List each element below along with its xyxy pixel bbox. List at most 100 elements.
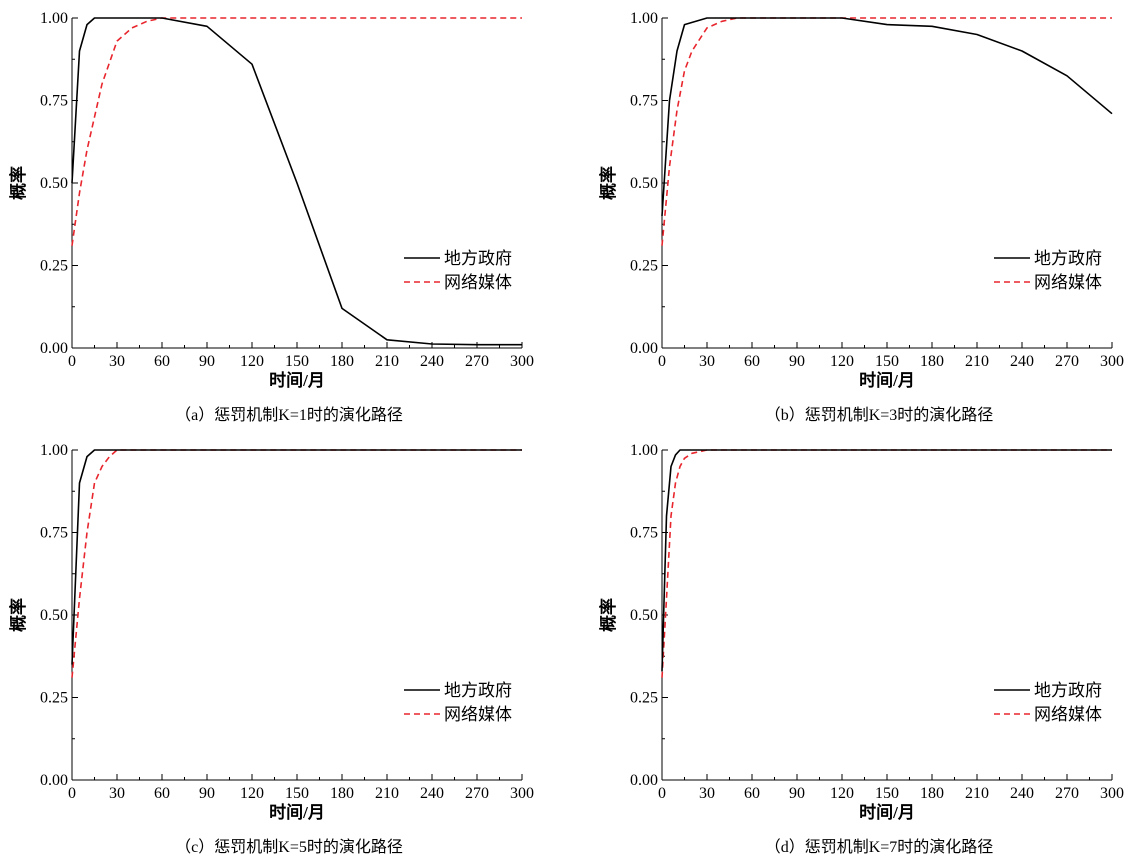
legend-label-media: 网络媒体	[444, 705, 512, 724]
x-tick-label: 210	[375, 353, 399, 370]
x-tick-label: 150	[285, 353, 309, 370]
legend-label-government: 地方政府	[1034, 681, 1102, 700]
x-axis-title: 时间/月	[859, 802, 915, 822]
x-tick-label: 60	[154, 785, 170, 802]
y-tick-label: 0.75	[630, 93, 658, 110]
x-tick-label: 120	[240, 785, 264, 802]
y-tick-label: 0.25	[630, 258, 658, 275]
y-tick-label: 0.50	[40, 607, 68, 624]
x-tick-label: 150	[875, 785, 899, 802]
x-tick-label: 240	[1010, 785, 1034, 802]
y-tick-label: 0.00	[630, 772, 658, 789]
y-axis-title: 概率	[598, 598, 618, 632]
line-chart: 0 30 60 90 120 150 180 210 240 270 300 0.00 0.25 0.50…	[8, 10, 534, 424]
line-chart: 0 30 60 90 120 150 180 210 240 270 300 0.00 0.25 0.50…	[598, 10, 1124, 424]
chart-caption: （d）惩罚机制K=7时的演化路径	[765, 838, 994, 856]
x-tick-label: 90	[789, 785, 805, 802]
x-tick-label: 0	[68, 785, 76, 802]
y-tick-label: 0.50	[630, 175, 658, 192]
series-line-government	[661, 17, 1113, 217]
x-tick-label: 120	[830, 785, 854, 802]
x-tick-label: 270	[465, 785, 489, 802]
legend-label-government: 地方政府	[444, 681, 512, 700]
x-tick-label: 30	[109, 353, 125, 370]
y-axis-title: 概率	[8, 598, 28, 632]
chart-panel-c: 0 30 60 90 120 150 180 210 240 270 300 0.00 0.25 0.50…	[0, 432, 570, 864]
x-tick-label: 150	[875, 353, 899, 370]
chart-caption: （c）惩罚机制K=5时的演化路径	[175, 838, 403, 856]
legend-label-government: 地方政府	[1034, 249, 1102, 268]
legend-label-media: 网络媒体	[444, 273, 512, 292]
x-axis-title: 时间/月	[269, 370, 325, 390]
x-tick-label: 0	[658, 785, 666, 802]
x-tick-label: 90	[789, 353, 805, 370]
x-tick-label: 120	[240, 353, 264, 370]
x-tick-label: 90	[199, 785, 215, 802]
x-tick-label: 240	[420, 353, 444, 370]
line-chart: 0 30 60 90 120 150 180 210 240 270 300 0.00 0.25 0.50…	[8, 442, 534, 856]
x-tick-label: 240	[420, 785, 444, 802]
y-tick-label: 0.50	[40, 175, 68, 192]
chart-caption: （b）惩罚机制K=3时的演化路径	[765, 406, 994, 424]
series-line-media	[71, 449, 522, 678]
legend-label-media: 网络媒体	[1034, 705, 1102, 724]
x-tick-label: 60	[154, 353, 170, 370]
chart-panel-a: 0 30 60 90 120 150 180 210 240 270 300 0.00 0.25 0.50…	[0, 0, 570, 432]
y-axis-title: 概率	[598, 166, 618, 200]
series-line-government	[71, 449, 522, 665]
y-tick-label: 0.25	[630, 690, 658, 707]
x-tick-label: 300	[510, 353, 534, 370]
y-tick-label: 1.00	[630, 442, 658, 459]
x-tick-label: 180	[330, 785, 354, 802]
x-axis-title: 时间/月	[859, 370, 915, 390]
x-tick-label: 30	[109, 785, 125, 802]
chart-panel-d: 0 30 60 90 120 150 180 210 240 270 300 0.00 0.25 0.50…	[590, 432, 1140, 864]
chart-caption: （a）惩罚机制K=1时的演化路径	[175, 406, 403, 424]
x-axis-title: 时间/月	[269, 802, 325, 822]
y-tick-label: 0.75	[630, 525, 658, 542]
series-line-media	[71, 17, 522, 246]
x-tick-label: 120	[830, 353, 854, 370]
series-line-media	[661, 449, 1112, 678]
x-tick-label: 180	[920, 785, 944, 802]
legend-label-media: 网络媒体	[1034, 273, 1102, 292]
x-tick-label: 270	[1055, 785, 1079, 802]
y-tick-label: 1.00	[40, 442, 68, 459]
x-tick-label: 270	[465, 353, 489, 370]
y-tick-label: 0.25	[40, 258, 68, 275]
y-tick-label: 1.00	[40, 10, 68, 27]
x-tick-label: 240	[1010, 353, 1034, 370]
series-line-government	[71, 17, 522, 346]
x-tick-label: 300	[1100, 785, 1124, 802]
y-tick-label: 0.50	[630, 607, 658, 624]
x-tick-label: 0	[68, 353, 76, 370]
x-tick-label: 30	[699, 353, 715, 370]
chart-panel-b: 0 30 60 90 120 150 180 210 240 270 300 0.00 0.25 0.50…	[590, 0, 1140, 432]
x-tick-label: 210	[375, 785, 399, 802]
x-tick-label: 300	[510, 785, 534, 802]
x-tick-label: 180	[920, 353, 944, 370]
y-tick-label: 0.75	[40, 525, 68, 542]
x-tick-label: 60	[744, 353, 760, 370]
x-tick-label: 30	[699, 785, 715, 802]
line-chart: 0 30 60 90 120 150 180 210 240 270 300 0.00 0.25 0.50…	[598, 442, 1124, 856]
x-tick-label: 300	[1100, 353, 1124, 370]
x-tick-label: 0	[658, 353, 666, 370]
x-tick-label: 210	[965, 785, 989, 802]
x-tick-label: 270	[1055, 353, 1079, 370]
y-tick-label: 0.00	[40, 340, 68, 357]
series-line-media	[661, 17, 1112, 246]
x-tick-label: 60	[744, 785, 760, 802]
y-tick-label: 0.75	[40, 93, 68, 110]
y-tick-label: 0.00	[630, 340, 658, 357]
x-tick-label: 150	[285, 785, 309, 802]
y-tick-label: 0.25	[40, 690, 68, 707]
y-axis-title: 概率	[8, 166, 28, 200]
y-tick-label: 1.00	[630, 10, 658, 27]
x-tick-label: 180	[330, 353, 354, 370]
x-tick-label: 210	[965, 353, 989, 370]
series-line-government	[661, 449, 1112, 672]
legend-label-government: 地方政府	[444, 249, 512, 268]
x-tick-label: 90	[199, 353, 215, 370]
y-tick-label: 0.00	[40, 772, 68, 789]
